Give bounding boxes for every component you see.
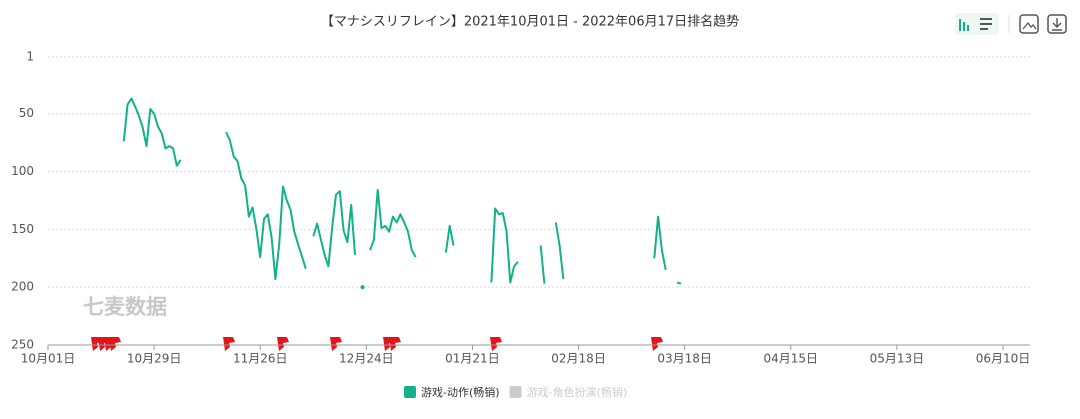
watermark: 七麦数据	[83, 295, 167, 319]
y-tick-label: 200	[11, 280, 34, 294]
point	[360, 285, 365, 290]
x-tick-label: 10月29日	[127, 352, 182, 366]
download-button[interactable]	[1047, 14, 1067, 34]
icon	[980, 23, 992, 25]
flag[interactable]	[223, 337, 235, 351]
flag[interactable]	[490, 337, 502, 351]
x-tick-label: 01月21日	[445, 352, 500, 366]
x-tick-label: 10月01日	[21, 352, 76, 366]
icon	[967, 25, 969, 31]
icon	[980, 18, 992, 20]
x-tick-label: 06月10日	[976, 352, 1031, 366]
image-button[interactable]	[1019, 14, 1039, 34]
line	[122, 97, 682, 285]
legend-swatch[interactable]	[509, 386, 522, 398]
toolbar	[955, 13, 1067, 35]
event-flags	[91, 337, 663, 351]
flag[interactable]	[651, 337, 663, 351]
x-tick-label: 04月15日	[764, 352, 819, 366]
flag[interactable]	[330, 337, 342, 351]
icon	[959, 19, 961, 31]
view-toggle[interactable]	[955, 13, 999, 35]
icon	[963, 22, 965, 31]
y-tick-label: 1	[26, 50, 34, 64]
y-tick-label: 150	[11, 222, 34, 236]
legend-swatch[interactable]	[404, 386, 416, 398]
y-tick-label: 100	[11, 164, 34, 178]
legend-label[interactable]: 游戏-角色扮演(畅销)	[527, 385, 628, 399]
chart-title: 【マナシスリフレイン】2021年10月01日 - 2022年06月17日排名趋势	[321, 14, 739, 30]
flag[interactable]	[277, 337, 289, 351]
x-tick-label: 03月18日	[657, 352, 712, 366]
x-tick-label: 12月24日	[339, 352, 394, 366]
flag[interactable]	[109, 337, 121, 351]
x-tick-label: 02月18日	[551, 352, 606, 366]
icon	[980, 28, 988, 30]
icon	[1052, 18, 1062, 31]
flag[interactable]	[389, 337, 401, 351]
y-tick-label: 250	[11, 338, 34, 352]
legend-label[interactable]: 游戏-动作(畅销)	[421, 385, 500, 399]
x-tick-label: 05月13日	[870, 352, 925, 366]
icon	[1022, 21, 1037, 30]
x-tick-label: 11月26日	[233, 352, 288, 366]
y-tick-label: 50	[19, 106, 34, 120]
